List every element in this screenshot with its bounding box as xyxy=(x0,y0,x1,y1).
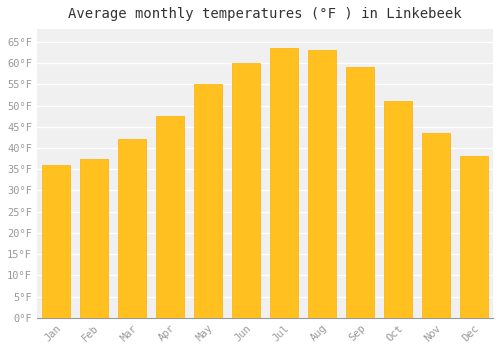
Bar xyxy=(384,101,412,318)
Bar xyxy=(42,165,70,318)
Bar xyxy=(460,156,488,318)
Bar xyxy=(194,84,222,318)
Title: Average monthly temperatures (°F ) in Linkebeek: Average monthly temperatures (°F ) in Li… xyxy=(68,7,462,21)
Bar xyxy=(270,48,298,318)
Bar xyxy=(232,63,260,318)
Bar xyxy=(308,50,336,318)
Bar xyxy=(118,140,146,318)
Bar xyxy=(422,133,450,318)
Bar xyxy=(80,159,108,318)
Bar xyxy=(346,67,374,318)
Bar xyxy=(156,116,184,318)
